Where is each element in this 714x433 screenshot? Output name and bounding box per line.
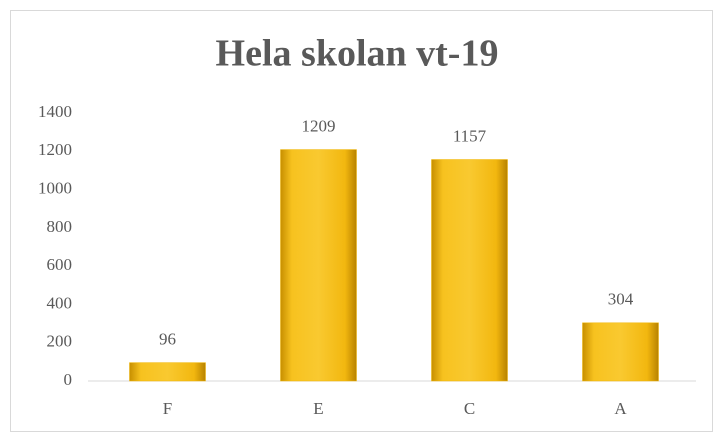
data-label: 1209 — [302, 116, 336, 135]
y-tick-label: 0 — [64, 370, 73, 389]
y-tick-label: 400 — [47, 293, 73, 312]
data-label: 304 — [608, 290, 634, 309]
y-tick-label: 600 — [47, 255, 73, 274]
bar — [129, 362, 206, 382]
x-tick-label: A — [614, 399, 627, 418]
bar — [280, 149, 357, 382]
bar — [431, 159, 508, 382]
bar — [582, 322, 659, 382]
chart-title: Hela skolan vt-19 — [216, 33, 499, 75]
x-tick-label: E — [313, 399, 323, 418]
y-tick-label: 1200 — [38, 140, 72, 159]
data-label: 96 — [159, 330, 176, 349]
y-tick-label: 1400 — [38, 102, 72, 121]
y-tick-label: 800 — [47, 217, 73, 236]
data-label: 1157 — [453, 126, 487, 145]
y-tick-label: 1000 — [38, 178, 72, 197]
y-tick-label: 200 — [47, 332, 73, 351]
x-tick-label: F — [163, 399, 172, 418]
x-tick-label: C — [464, 399, 475, 418]
